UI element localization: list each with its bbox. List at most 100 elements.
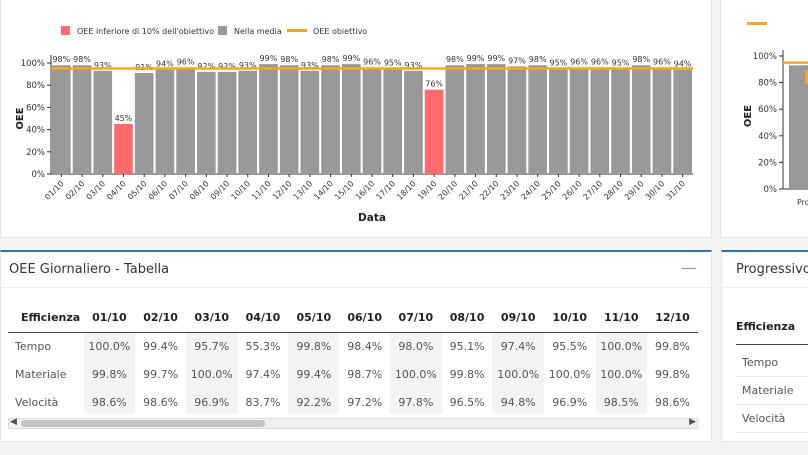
table-cell: 94.8% bbox=[492, 388, 544, 414]
table-cell: 98.7% bbox=[347, 367, 383, 381]
table-cell: 100.0% bbox=[492, 360, 544, 388]
x-tick-label: 31/10 bbox=[664, 179, 687, 202]
horizontal-scrollbar[interactable]: ◀ ▶ bbox=[8, 417, 698, 429]
bar bbox=[652, 67, 672, 174]
data-label: 92% bbox=[218, 62, 236, 71]
table-card-title: OEE Giornaliero - Tabella bbox=[9, 262, 170, 277]
table-cell: 95.5% bbox=[552, 339, 588, 353]
bar bbox=[114, 124, 133, 174]
bar bbox=[279, 65, 299, 174]
x-tick-label: 02/10 bbox=[64, 179, 87, 202]
table-cell: 100.0% bbox=[83, 332, 136, 360]
table-cell: 98.4% bbox=[347, 339, 383, 353]
bar bbox=[424, 89, 444, 174]
x-tick-label: 12/10 bbox=[271, 179, 294, 202]
data-label: 95% bbox=[612, 59, 630, 68]
data-label: 93% bbox=[239, 61, 257, 70]
y-tick-label: 60% bbox=[26, 103, 45, 113]
progressive-bar-chart: 0%20%40%60%80%100%OEE9Pro bbox=[743, 22, 808, 207]
y-tick-label: 80% bbox=[26, 81, 45, 91]
legend-label: Nella media bbox=[234, 27, 282, 36]
bar bbox=[259, 64, 278, 174]
oee-bar-chart: OEE inferiore di 10% dell'obiettivo Nella… bbox=[15, 26, 693, 224]
data-label: 96% bbox=[363, 57, 381, 66]
scroll-right-icon[interactable]: ▶ bbox=[689, 417, 696, 427]
x-tick-label: 11/10 bbox=[250, 179, 273, 202]
data-label: 98% bbox=[73, 55, 91, 64]
bar bbox=[549, 68, 568, 174]
table-cell: 96.9% bbox=[552, 395, 588, 409]
table-header-row: Efficienza 01/10 02/10 03/10 04/10 05/10 06/10… bbox=[8, 304, 698, 333]
x-tick-label: 04/10 bbox=[105, 179, 128, 202]
table-cell: 98.6% bbox=[83, 388, 136, 414]
legend-label: OEE inferiore di 10% dell'obiettivo bbox=[77, 27, 214, 36]
bar bbox=[176, 67, 195, 174]
bar bbox=[341, 64, 361, 174]
bar bbox=[321, 65, 340, 174]
table-cell: 99.4% bbox=[143, 339, 179, 353]
table-column-header: 02/10 bbox=[135, 304, 187, 333]
x-tick-label: 15/10 bbox=[333, 179, 356, 202]
data-label: 99% bbox=[487, 54, 505, 63]
table-column-header: 01/10 bbox=[83, 304, 136, 333]
bar bbox=[155, 69, 175, 174]
progressive-row-label: Materiale bbox=[742, 384, 794, 397]
daily-oee-table: Efficienza 01/10 02/10 03/10 04/10 05/10 06/10… bbox=[8, 304, 698, 414]
target-badge bbox=[805, 70, 808, 84]
table-cell: 96.5% bbox=[449, 395, 485, 409]
table-cell: 97.4% bbox=[245, 367, 281, 381]
data-label: 96% bbox=[177, 57, 195, 66]
data-label: 93% bbox=[94, 61, 112, 70]
y-axis-label: OEE bbox=[15, 107, 26, 129]
data-label: 95% bbox=[384, 59, 402, 68]
table-row: Tempo 100.0% 99.4% 95.7% 55.3% 99.8% 98.4% 98.0… bbox=[8, 332, 698, 360]
scrollbar-thumb[interactable] bbox=[21, 420, 265, 427]
table-column-header: 07/10 bbox=[390, 304, 442, 333]
bar bbox=[486, 64, 506, 174]
bar bbox=[217, 71, 237, 174]
progressive-row-header: Efficienza bbox=[736, 320, 796, 333]
bar bbox=[507, 66, 527, 174]
y-tick-label: 100% bbox=[753, 52, 777, 62]
x-tick-label: 20/10 bbox=[437, 179, 460, 202]
table-scroll-area[interactable]: Efficienza 01/10 02/10 03/10 04/10 05/10 06/10… bbox=[8, 304, 698, 414]
table-cell: 99.4% bbox=[288, 360, 340, 388]
data-label: 98% bbox=[52, 55, 70, 64]
table-cell: 100.0% bbox=[390, 360, 442, 388]
daily-oee-table-card: OEE Giornaliero - Tabella — Efficienza 01… bbox=[0, 250, 712, 442]
table-cell: 100.0% bbox=[595, 360, 648, 388]
x-tick-label: 30/10 bbox=[644, 179, 667, 202]
collapse-button[interactable]: — bbox=[681, 258, 697, 277]
bar bbox=[52, 65, 71, 174]
bar bbox=[590, 67, 610, 174]
table-cell: 98.0% bbox=[390, 332, 442, 360]
bar bbox=[134, 72, 154, 174]
progressive-chart-card: 0%20%40%60%80%100%OEE9Pro bbox=[720, 0, 808, 238]
table-column-header: 08/10 bbox=[441, 304, 493, 333]
row-divider bbox=[736, 432, 808, 433]
legend-swatch bbox=[61, 26, 70, 35]
x-tick-label: 16/10 bbox=[354, 179, 377, 202]
table-column-header: 11/10 bbox=[595, 304, 648, 333]
x-tick-label: 26/10 bbox=[561, 179, 584, 202]
table-row: Velocità 98.6% 98.6% 96.9% 83.7% 92.2% 97.2% 97… bbox=[8, 388, 698, 414]
x-axis-label: Data bbox=[358, 212, 386, 224]
x-tick-label: 29/10 bbox=[623, 179, 646, 202]
data-label: 98% bbox=[280, 55, 298, 64]
y-axis-label: OEE bbox=[743, 105, 754, 127]
data-label: 98% bbox=[632, 55, 650, 64]
table-cell: 92.2% bbox=[288, 388, 340, 414]
table-cell: 95.1% bbox=[449, 339, 485, 353]
y-tick-label: 20% bbox=[26, 148, 45, 158]
y-tick-label: 80% bbox=[758, 79, 777, 89]
y-tick-label: 40% bbox=[758, 132, 777, 142]
data-label: 96% bbox=[591, 57, 609, 66]
table-card-header: OEE Giornaliero - Tabella — bbox=[1, 252, 711, 288]
progressive-row-label: Velocità bbox=[742, 412, 786, 425]
x-tick-label: 22/10 bbox=[478, 179, 501, 202]
table-row-label: Tempo bbox=[15, 339, 52, 353]
scroll-left-icon[interactable]: ◀ bbox=[10, 417, 17, 427]
bar bbox=[197, 71, 216, 174]
legend-swatch bbox=[287, 29, 307, 32]
bar bbox=[238, 70, 258, 174]
